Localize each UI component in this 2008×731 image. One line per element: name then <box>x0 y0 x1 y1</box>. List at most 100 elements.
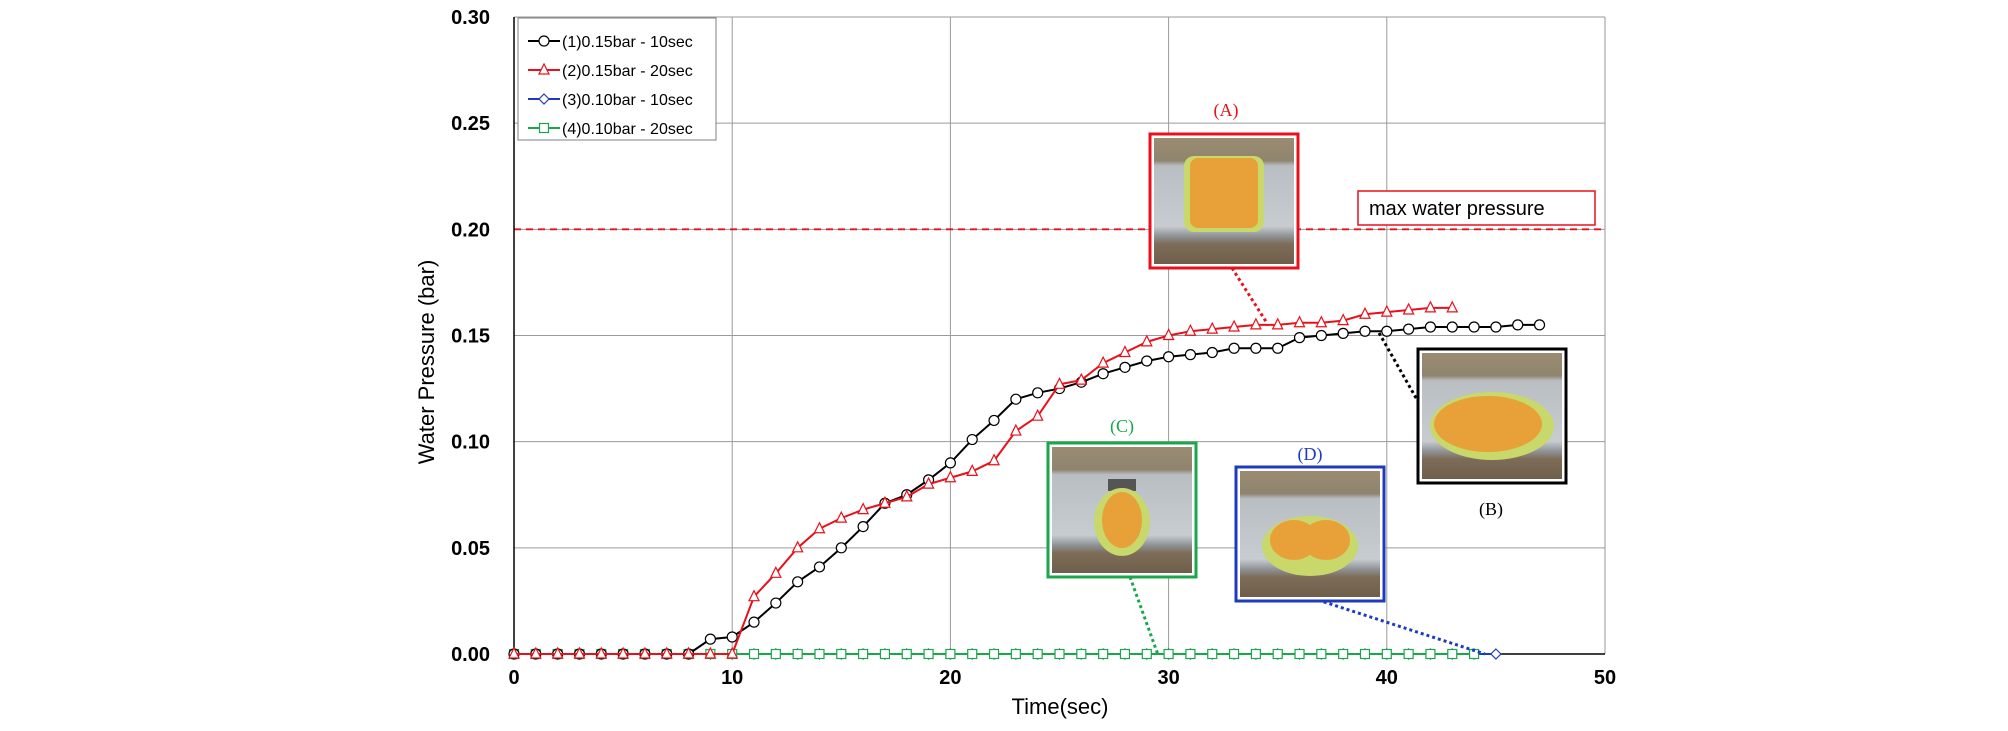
data-point <box>988 648 1000 660</box>
legend-entry: (4)0.10bar - 20sec <box>528 121 693 138</box>
data-point <box>1076 648 1087 660</box>
data-point <box>1228 319 1241 332</box>
legend-entry: (3)0.10bar - 10sec <box>528 92 693 109</box>
data-point <box>748 589 760 602</box>
data-point <box>1031 408 1044 421</box>
legend-label: (1)0.15bar - 10sec <box>562 34 693 51</box>
legend-box <box>517 17 717 141</box>
specimen-photo-b <box>1416 347 1568 485</box>
y-axis-title: Water Pressure (bar) <box>414 260 439 465</box>
legend-label: (4)0.10bar - 20sec <box>562 121 693 138</box>
data-point <box>1316 648 1327 660</box>
data-point <box>1315 329 1327 342</box>
data-point <box>1010 648 1021 660</box>
data-point <box>1490 648 1502 660</box>
data-point <box>538 62 550 75</box>
data-point <box>1403 323 1415 335</box>
x-tick-label: 50 <box>1594 667 1616 689</box>
data-point <box>901 648 912 660</box>
data-point <box>1010 393 1022 405</box>
legend-entry: (2)0.15bar - 20sec <box>528 62 693 80</box>
data-point <box>813 561 826 573</box>
data-point <box>1184 349 1197 361</box>
data-point <box>1381 648 1392 660</box>
data-point <box>966 464 979 476</box>
legend-entry: (1)0.15bar - 10sec <box>528 34 693 51</box>
specimen-inner <box>1190 158 1258 228</box>
data-point <box>1228 342 1240 354</box>
y-tick-label: 0.30 <box>451 7 490 29</box>
data-point <box>1272 648 1283 660</box>
data-point <box>858 648 869 660</box>
data-point <box>508 646 520 659</box>
data-point <box>900 489 913 502</box>
data-point <box>551 646 564 659</box>
data-point <box>1424 321 1437 333</box>
data-point <box>769 565 782 578</box>
data-point <box>595 646 608 659</box>
data-point <box>1271 317 1284 330</box>
data-point <box>836 648 847 660</box>
data-point <box>1337 313 1350 326</box>
data-point <box>835 510 848 523</box>
data-point <box>813 521 826 534</box>
specimen-inner-right <box>1302 520 1350 560</box>
y-tick-label: 0.25 <box>451 113 490 135</box>
data-point <box>1446 300 1459 313</box>
data-point <box>966 433 978 446</box>
leader-line <box>1230 267 1269 324</box>
data-point <box>1403 648 1414 660</box>
data-point <box>923 648 934 660</box>
data-series <box>508 300 1546 660</box>
data-point <box>1249 317 1262 330</box>
max-pressure-label: max water pressure <box>1369 198 1545 220</box>
data-point <box>726 646 739 659</box>
data-point <box>1140 334 1153 347</box>
leader-line <box>1376 330 1430 420</box>
data-point <box>1206 321 1219 334</box>
data-point <box>538 93 550 105</box>
data-point <box>835 542 847 554</box>
y-tick-label: 0.20 <box>451 219 490 241</box>
data-point <box>988 453 1001 466</box>
y-tick-label: 0.10 <box>451 432 490 454</box>
specimen-inner <box>1102 492 1142 548</box>
data-point <box>1424 300 1437 313</box>
data-point <box>1293 315 1306 328</box>
data-point <box>704 646 717 659</box>
data-point <box>682 646 695 659</box>
data-point <box>1184 323 1197 336</box>
leader-line <box>1317 598 1486 656</box>
tick-labels: 0.00 0.05 0.10 0.15 0.20 0.25 0.30 0 10 20 30 40 50 <box>451 7 1616 689</box>
data-point <box>1053 376 1066 389</box>
legend-label: (3)0.10bar - 10sec <box>562 92 693 109</box>
y-tick-label: 0.15 <box>451 326 490 348</box>
data-point <box>1533 319 1546 331</box>
data-point <box>770 648 781 660</box>
data-point <box>638 646 651 659</box>
data-point <box>988 414 1000 427</box>
x-tick-label: 30 <box>1157 667 1179 689</box>
data-point <box>573 646 586 659</box>
data-point <box>1032 387 1044 399</box>
data-point <box>1293 332 1306 344</box>
legend: (1)0.15bar - 10sec (2)0.15bar - 20sec (3)0… <box>517 17 717 141</box>
data-point <box>1118 345 1131 358</box>
x-axis-title: Time(sec) <box>1012 694 1109 719</box>
data-point <box>1250 648 1261 660</box>
y-tick-label: 0.05 <box>451 538 490 560</box>
data-point <box>1338 648 1349 660</box>
data-point <box>1097 368 1109 380</box>
data-point <box>1381 325 1393 337</box>
data-point <box>792 576 804 588</box>
data-point <box>1490 321 1502 333</box>
data-point <box>1468 321 1480 333</box>
data-point <box>1141 355 1153 367</box>
annotation-label-d: (D) <box>1298 444 1323 465</box>
data-point <box>1359 306 1371 319</box>
data-point <box>1206 346 1218 359</box>
data-point <box>1032 648 1043 660</box>
data-point <box>726 631 738 643</box>
data-point <box>791 540 804 553</box>
data-point <box>748 648 760 660</box>
